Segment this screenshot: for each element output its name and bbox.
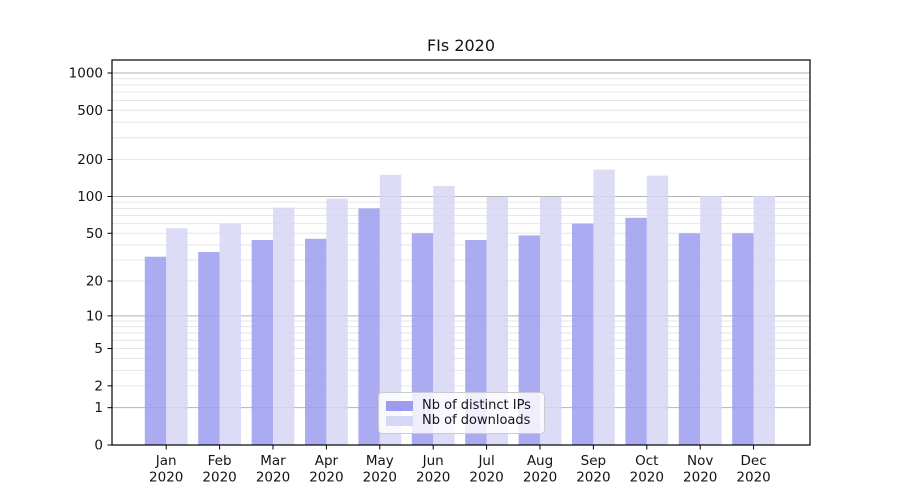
x-tick-label: Aug 2020 (523, 453, 557, 486)
y-tick-label: 1 (94, 400, 103, 416)
y-tick-label: 200 (77, 152, 103, 168)
y-tick-label: 2 (94, 378, 103, 394)
bar-ips-oct (625, 217, 647, 445)
x-tick-label: Sep 2020 (576, 453, 610, 486)
bar-downloads-nov (700, 196, 722, 445)
chart-title: FIs 2020 (426, 36, 496, 55)
y-tick-label: 500 (77, 103, 103, 119)
bar-ips-jan (144, 256, 167, 445)
x-tick-label: Jul 2020 (469, 453, 503, 486)
bar-downloads-jun (433, 185, 455, 445)
y-tick-label: 100 (77, 189, 103, 205)
y-tick-label: 0 (94, 438, 103, 454)
legend-swatch-downloads (386, 415, 413, 426)
x-tick-label: Apr 2020 (309, 453, 343, 486)
x-tick-label: Nov 2020 (683, 453, 717, 486)
legend-item-distinct-ips: Nb of distinct IPs (386, 398, 536, 413)
x-tick-label: Jan 2020 (149, 453, 183, 486)
bar-downloads-feb (219, 223, 241, 445)
x-tick-label: Mar 2020 (256, 453, 290, 486)
bar-ips-feb (198, 252, 220, 445)
x-tick-label: Feb 2020 (202, 453, 236, 486)
bar-downloads-oct (646, 175, 669, 445)
bar-downloads-jan (166, 228, 188, 445)
bar-ips-may (358, 208, 380, 445)
x-tick-label: May 2020 (363, 453, 397, 486)
plot-border (111, 59, 811, 446)
bar-downloads-aug (540, 197, 562, 445)
y-tick-label: 10 (86, 308, 103, 324)
legend-item-downloads: Nb of downloads (386, 413, 536, 428)
bar-downloads-dec (753, 196, 775, 445)
bar-downloads-mar (273, 207, 295, 445)
legend: Nb of distinct IPs Nb of downloads (378, 392, 545, 434)
legend-swatch-distinct-ips (386, 400, 413, 411)
x-tick-label: Oct 2020 (630, 453, 664, 486)
x-tick-label: Jun 2020 (416, 453, 450, 486)
y-tick-label: 50 (86, 226, 103, 242)
y-tick-label: 20 (86, 274, 103, 290)
y-tick-label: 1000 (69, 66, 103, 82)
bar-downloads-may (379, 174, 402, 446)
bar-ips-dec (732, 233, 754, 445)
bar-ips-mar (251, 240, 273, 445)
y-tick-label: 5 (94, 341, 103, 357)
bar-downloads-sep (593, 169, 615, 445)
legend-label-distinct-ips: Nb of distinct IPs (422, 398, 531, 413)
bar-downloads-apr (326, 198, 348, 445)
bar-ips-apr (305, 238, 327, 445)
bar-ips-sep (572, 223, 594, 445)
bar-downloads-jul (486, 197, 508, 445)
x-tick-label: Dec 2020 (736, 453, 770, 486)
legend-label-downloads: Nb of downloads (422, 413, 531, 428)
bar-ips-nov (678, 233, 701, 445)
